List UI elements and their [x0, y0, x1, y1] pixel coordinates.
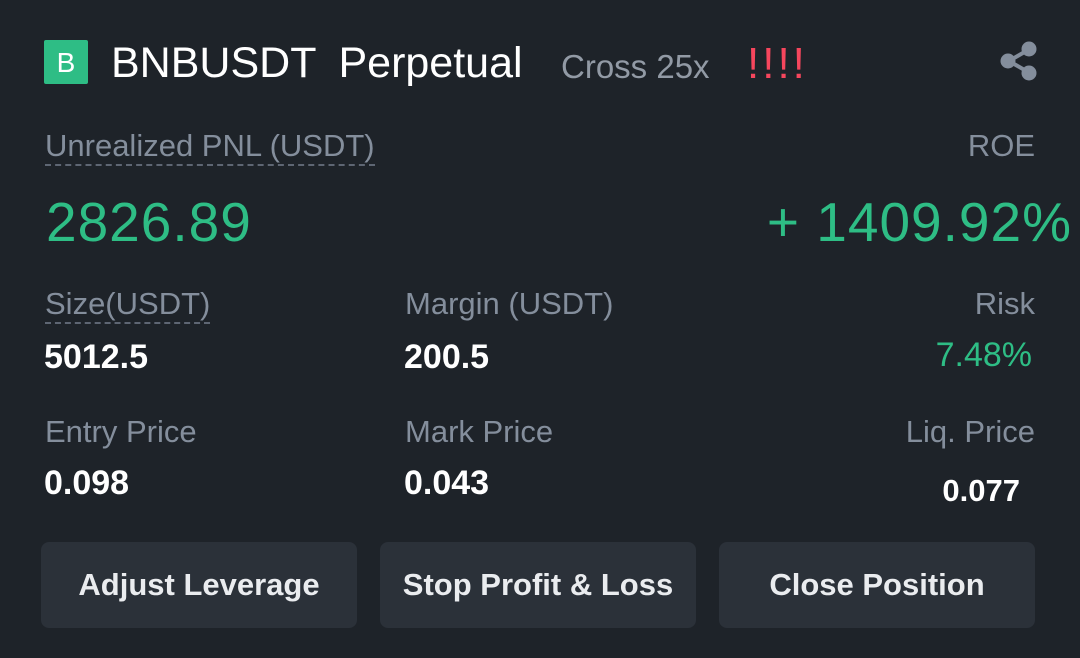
- symbol-name: BNBUSDT: [111, 39, 317, 87]
- logo-letter: B: [57, 47, 76, 77]
- entry-price-label: Entry Price: [45, 414, 197, 449]
- size-label[interactable]: Size(USDT): [45, 285, 211, 324]
- roe-label: ROE: [967, 128, 1035, 163]
- stop-profit-loss-button[interactable]: Stop Profit & Loss: [380, 542, 696, 628]
- position-title: BNBUSDT Perpetual: [111, 36, 523, 90]
- mark-price-label: Mark Price: [405, 414, 554, 449]
- brand-logo-icon: B: [44, 40, 88, 84]
- size-label-text: Size(USDT): [45, 286, 211, 324]
- share-button[interactable]: [998, 40, 1040, 82]
- liq-price-label: Liq. Price: [905, 414, 1035, 449]
- share-icon: [1000, 41, 1037, 81]
- warning-marks: !!!!: [747, 39, 808, 88]
- risk-value: 7.48%: [935, 336, 1032, 374]
- mark-price-value: 0.043: [404, 464, 490, 502]
- margin-value: 200.5: [404, 338, 490, 376]
- adjust-leverage-button[interactable]: Adjust Leverage: [41, 542, 357, 628]
- unrealized-pnl-label[interactable]: Unrealized PNL (USDT): [45, 127, 375, 166]
- size-value: 5012.5: [44, 338, 148, 376]
- margin-mode-badge: Cross 25x: [561, 48, 710, 85]
- margin-label: Margin (USDT): [405, 286, 614, 321]
- entry-price-value: 0.098: [44, 464, 130, 502]
- risk-label: Risk: [974, 286, 1035, 321]
- unrealized-pnl-value: 2826.89: [46, 191, 252, 253]
- roe-value: + 1409.92%: [766, 191, 1072, 253]
- liq-price-value: 0.077: [942, 473, 1020, 508]
- close-position-button[interactable]: Close Position: [719, 542, 1035, 628]
- contract-type: Perpetual: [338, 39, 523, 87]
- logo-letter-icon: B: [57, 47, 76, 77]
- unrealized-pnl-label-text: Unrealized PNL (USDT): [45, 128, 375, 166]
